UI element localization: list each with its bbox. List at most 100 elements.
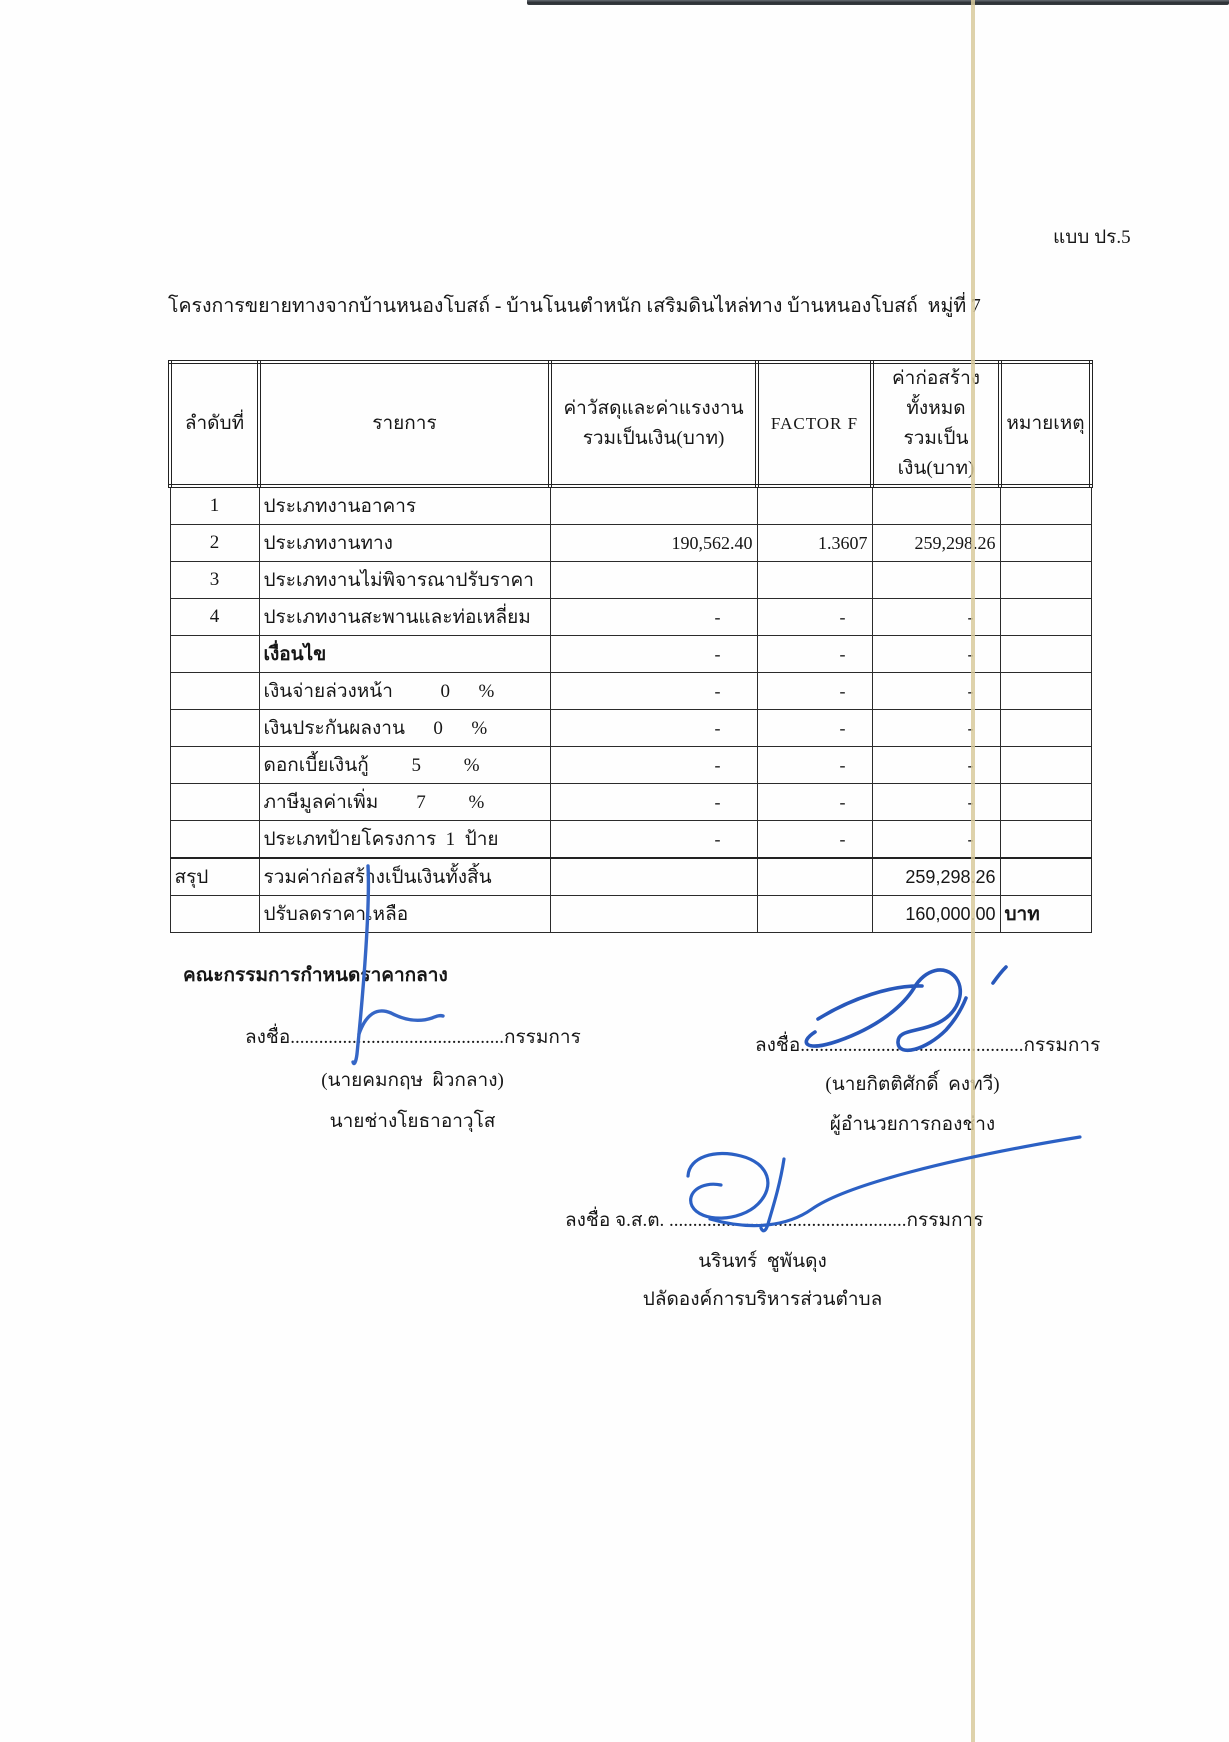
cell-item: ภาษีมูลค่าเพิ่ม 7 % [258,783,551,821]
cell-factor [756,895,873,933]
cell-no: 4 [169,598,260,636]
signer-title: ปลัดองค์การบริหารส่วนตำบล [642,1289,883,1310]
cell-factor: - [756,820,873,859]
table-row: 4 ประเภทงานสะพานและท่อเหลี่ยม - - - [169,598,1092,636]
cell-total: 160,000.00 [871,895,1001,933]
cell-material [549,895,758,933]
cell-item: ประเภทงานทาง [258,524,551,562]
table-row: 3 ประเภทงานไม่พิจารณาปรับราคา [169,561,1092,599]
cell-note [999,746,1092,784]
cell-no [169,895,260,933]
table-header-row: ลำดับที่ รายการ ค่าวัสดุและค่าแรงงาน รวม… [168,360,1093,488]
cell-note [999,485,1092,525]
header-material-cost: ค่าวัสดุและค่าแรงงาน รวมเป็นเงิน(บาท) [548,360,759,488]
signature-block-left: ลงชื่อ..................................… [245,1022,581,1136]
cell-item: เงินประกันผลงาน 0 % [258,709,551,747]
cell-total: - [871,746,1001,784]
cell-no: 1 [169,485,260,525]
cell-note [999,783,1092,821]
cell-factor: - [756,783,873,821]
cell-material: - [549,746,758,784]
header-item: รายการ [257,360,552,488]
header-total-cost: ค่าก่อสร้างทั้งหมด รวมเป็นเงิน(บาท) [870,360,1002,488]
cell-material [549,857,758,896]
table-row: 2 ประเภทงานทาง 190,562.40 1.3607 259,298… [169,524,1092,562]
cell-no [169,672,260,710]
table-row: เงินประกันผลงาน 0 % - - - [169,709,1092,747]
cell-note [999,524,1092,562]
cell-item: ประเภทงานสะพานและท่อเหลี่ยม [258,598,551,636]
cell-no [169,709,260,747]
cell-item: ปรับลดราคาเหลือ [258,895,551,933]
cell-note [999,857,1092,896]
table-row-summary: สรุป รวมค่าก่อสร้างเป็นเงินทั้งสิ้น 259,… [169,857,1092,896]
cell-no: สรุป [169,857,260,896]
signature-block-right: ลงชื่อ..................................… [755,1030,1100,1139]
cost-summary-table: ลำดับที่ รายการ ค่าวัสดุและค่าแรงงาน รวม… [168,360,1093,933]
cell-material: - [549,635,758,673]
cell-no: 3 [169,561,260,599]
cell-total: - [871,709,1001,747]
signer-title: ผู้อำนวยการกองช่าง [829,1114,996,1135]
cell-item: ประเภทงานอาคาร [258,485,551,525]
cell-no [169,635,260,673]
cell-total: - [871,598,1001,636]
cell-material [549,485,758,525]
cell-material: - [549,820,758,859]
table-row: ภาษีมูลค่าเพิ่ม 7 % - - - [169,783,1092,821]
cell-note [999,598,1092,636]
cell-factor: - [756,672,873,710]
cell-material: - [549,783,758,821]
cell-note [999,561,1092,599]
cell-total: - [871,820,1001,859]
scan-top-edge-line [527,0,1229,5]
signature-block-center: ลงชื่อ จ.ส.ต. ..........................… [565,1205,983,1314]
cell-note [999,709,1092,747]
form-code: แบบ ปร.5 [1053,227,1131,248]
cell-material: - [549,709,758,747]
cell-no: 2 [169,524,260,562]
cell-no [169,820,260,859]
cell-note [999,672,1092,710]
cell-item: เงินจ่ายล่วงหน้า 0 % [258,672,551,710]
committee-heading: คณะกรรมการกำหนดราคากลาง [183,965,448,986]
cell-total: - [871,783,1001,821]
header-no: ลำดับที่ [168,360,261,488]
header-factor-f: FACTOR F [755,360,874,488]
cell-total [871,485,1001,525]
cell-total: - [871,635,1001,673]
signature-line: ลงชื่อ..................................… [755,1035,1101,1056]
cell-material [549,561,758,599]
cell-material: - [549,598,758,636]
cell-item: รวมค่าก่อสร้างเป็นเงินทั้งสิ้น [258,857,551,896]
table-row: เงินจ่ายล่วงหน้า 0 % - - - [169,672,1092,710]
cell-total: 259,298.26 [871,857,1001,896]
cell-item: ประเภทงานไม่พิจารณาปรับราคา [258,561,551,599]
scan-fold-line [971,0,975,1742]
cell-total: 259,298.26 [871,524,1001,562]
signature-line: ลงชื่อ จ.ส.ต. ..........................… [565,1210,984,1231]
header-remark: หมายเหตุ [998,360,1093,488]
signer-name: นรินทร์ ชูพันดุง [698,1251,827,1272]
cell-no [169,746,260,784]
table-row-adjusted: ปรับลดราคาเหลือ 160,000.00 บาท [169,895,1092,933]
table-row: เงื่อนไข - - - [169,635,1092,673]
signer-title: นายช่างโยธาอาวุโส [329,1111,496,1132]
cell-no [169,783,260,821]
signer-name: (นายคมกฤษ ผิวกลาง) [321,1070,504,1091]
cell-total: - [871,672,1001,710]
cell-factor [756,561,873,599]
cell-note [999,820,1092,859]
table-row: ประเภทป้ายโครงการ 1 ป้าย - - - [169,820,1092,859]
signature-line: ลงชื่อ..................................… [245,1027,581,1048]
cell-total [871,561,1001,599]
cell-factor: 1.3607 [756,524,873,562]
cell-note [999,635,1092,673]
project-title: โครงการขยายทางจากบ้านหนองโบสถ์ - บ้านโนน… [168,296,981,317]
signer-name: (นายกิตติศักดิ์ คงทวี) [825,1074,1000,1095]
cell-item: เงื่อนไข [258,635,551,673]
cell-factor: - [756,709,873,747]
cell-factor [756,857,873,896]
cell-material: - [549,672,758,710]
